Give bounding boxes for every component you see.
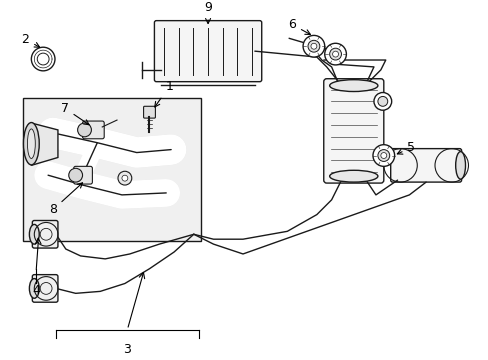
Circle shape <box>31 47 55 71</box>
Circle shape <box>324 43 346 65</box>
Circle shape <box>37 53 49 65</box>
Polygon shape <box>31 123 58 165</box>
Ellipse shape <box>455 152 465 179</box>
Circle shape <box>377 150 389 161</box>
Text: 1: 1 <box>155 80 173 107</box>
Circle shape <box>303 35 324 57</box>
FancyBboxPatch shape <box>154 21 261 82</box>
Circle shape <box>40 283 52 294</box>
Circle shape <box>332 51 338 57</box>
Ellipse shape <box>29 279 39 298</box>
Circle shape <box>118 171 131 185</box>
Text: 7: 7 <box>61 102 89 125</box>
Text: 8: 8 <box>49 183 82 216</box>
Bar <box>23 98 200 241</box>
FancyBboxPatch shape <box>32 220 58 248</box>
FancyBboxPatch shape <box>82 121 104 139</box>
Circle shape <box>40 228 52 240</box>
Text: 6: 6 <box>288 18 310 35</box>
Circle shape <box>329 48 341 60</box>
Text: 2: 2 <box>21 33 40 47</box>
Text: 3: 3 <box>123 343 131 356</box>
FancyBboxPatch shape <box>323 79 383 183</box>
FancyBboxPatch shape <box>390 149 461 182</box>
Circle shape <box>69 168 82 182</box>
Ellipse shape <box>329 80 377 91</box>
Text: 5: 5 <box>397 141 414 154</box>
FancyBboxPatch shape <box>143 106 155 118</box>
Ellipse shape <box>29 224 39 244</box>
Circle shape <box>78 123 91 137</box>
Circle shape <box>122 175 127 181</box>
Ellipse shape <box>329 170 377 182</box>
FancyBboxPatch shape <box>74 166 92 184</box>
Text: 4: 4 <box>32 284 40 297</box>
FancyBboxPatch shape <box>32 275 58 302</box>
Circle shape <box>307 40 319 52</box>
Text: 9: 9 <box>203 1 212 23</box>
Circle shape <box>310 43 316 49</box>
Ellipse shape <box>27 129 35 158</box>
Ellipse shape <box>23 122 39 165</box>
Circle shape <box>380 153 386 158</box>
Circle shape <box>372 145 394 166</box>
Circle shape <box>377 96 387 106</box>
Circle shape <box>373 93 391 110</box>
